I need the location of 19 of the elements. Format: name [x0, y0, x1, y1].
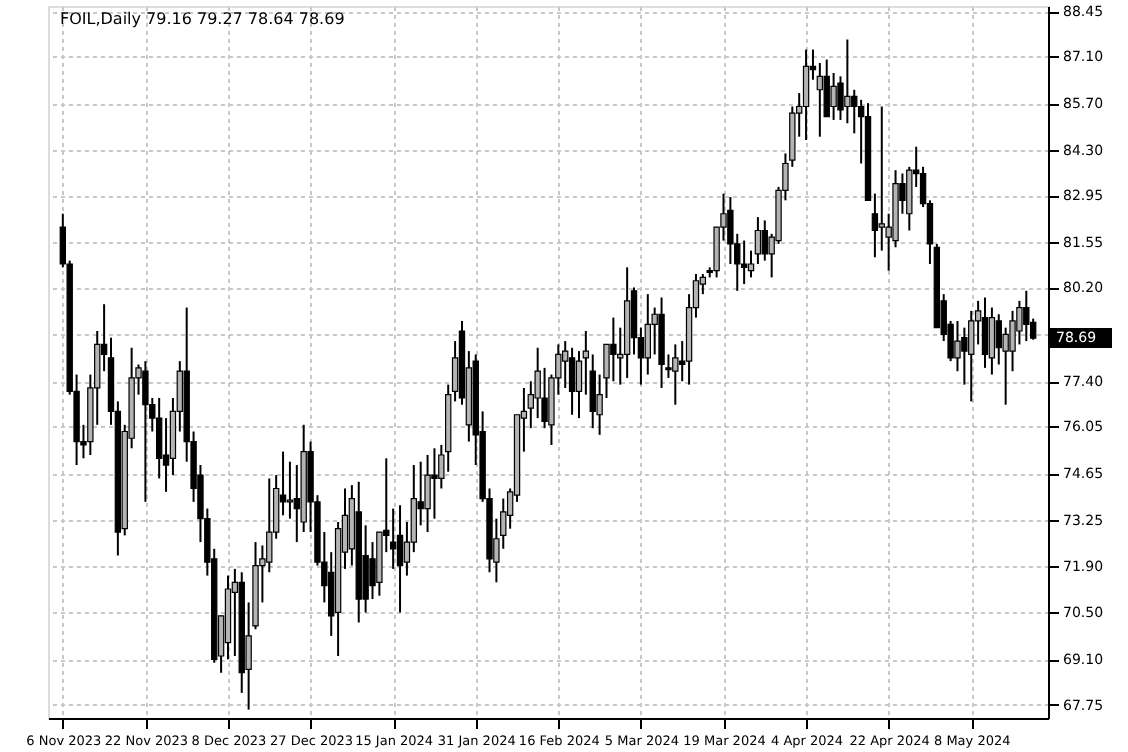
candlestick: [968, 309, 975, 403]
candlestick: [568, 346, 576, 416]
candlestick: [431, 447, 438, 520]
candlestick: [672, 343, 679, 406]
candlestick: [981, 296, 989, 369]
candlestick: [286, 460, 294, 520]
candlestick: [424, 453, 431, 534]
candlestick: [961, 326, 968, 386]
candlestick: [142, 360, 149, 503]
candlestick: [396, 504, 404, 614]
candlestick: [534, 346, 541, 420]
candlestick: [610, 316, 617, 383]
candlestick: [844, 38, 851, 125]
candlestick: [988, 306, 996, 376]
candlestick: [740, 239, 748, 286]
candlestick: [1023, 289, 1030, 343]
candlestick: [830, 72, 837, 121]
candlestick: [802, 48, 810, 142]
chart-title: FOIL,Daily 79.16 79.27 78.64 78.69: [60, 10, 345, 28]
